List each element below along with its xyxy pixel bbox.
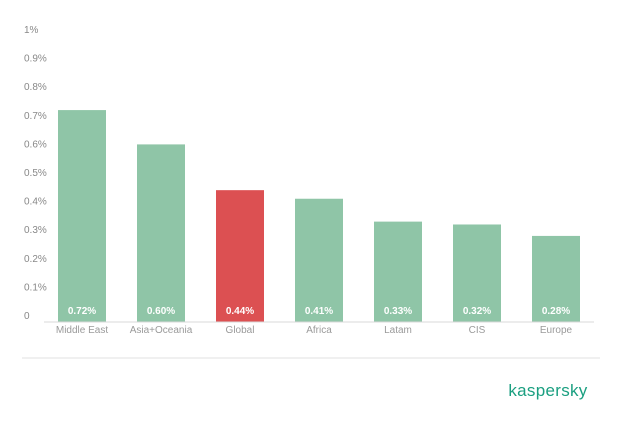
category-label: Middle East <box>56 325 108 336</box>
y-tick-label: 0.9% <box>24 54 47 65</box>
bar-value-label: 0.44% <box>226 306 254 317</box>
category-label: Europe <box>540 325 573 336</box>
category-label: CIS <box>469 325 486 336</box>
bar-europe <box>532 235 580 322</box>
bar-value-label: 0.28% <box>542 306 570 317</box>
category-label: Global <box>226 325 255 336</box>
category-label: Africa <box>306 325 332 336</box>
bar-value-label: 0.32% <box>463 306 491 317</box>
bar-asia-oceania <box>137 144 185 322</box>
kaspersky-logo: kaspersky <box>508 381 587 400</box>
category-label: Asia+Oceania <box>130 325 193 336</box>
y-tick-label: 0.8% <box>24 82 47 93</box>
bar-africa <box>295 198 343 322</box>
y-tick-label: 0.7% <box>24 111 47 122</box>
bar-value-label: 0.60% <box>147 306 175 317</box>
y-tick-label: 0 <box>24 311 30 322</box>
y-tick-label: 0.5% <box>24 168 47 179</box>
y-tick-label: 0.6% <box>24 139 47 150</box>
y-tick-label: 0.3% <box>24 225 47 236</box>
category-label: Latam <box>384 325 412 336</box>
bar-cis <box>453 224 501 322</box>
y-tick-label: 0.1% <box>24 282 47 293</box>
y-tick-label: 0.2% <box>24 254 47 265</box>
bar-global <box>216 190 264 322</box>
bar-value-label: 0.33% <box>384 306 412 317</box>
bar-latam <box>374 221 422 322</box>
bar-middle-east <box>58 110 106 322</box>
y-tick-label: 0.4% <box>24 197 47 208</box>
bars: 0.72% 0.60% 0.44% 0.41% 0.33% 0.32% 0.28% <box>58 110 580 322</box>
bar-value-label: 0.72% <box>68 306 96 317</box>
y-tick-label: 1% <box>24 25 39 36</box>
bar-value-label: 0.41% <box>305 306 333 317</box>
y-axis-ticks: 0 0.1% 0.2% 0.3% 0.4% 0.5% 0.6% 0.7% 0.8% 0.9% 1% <box>24 25 47 322</box>
x-axis-labels: Middle East Asia+Oceania Global Africa Latam… <box>56 325 573 336</box>
